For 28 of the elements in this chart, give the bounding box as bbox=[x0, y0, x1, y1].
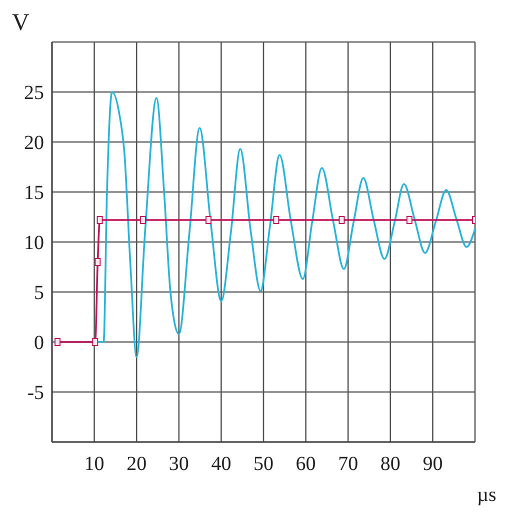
y-tick-label: 25 bbox=[24, 82, 44, 104]
y-tick-label: -5 bbox=[27, 382, 44, 404]
point bbox=[140, 216, 146, 224]
x-tick-label: 40 bbox=[211, 453, 232, 476]
line-series bbox=[52, 91, 475, 358]
y-tick-label: 20 bbox=[24, 132, 44, 154]
x-tick-label: 80 bbox=[380, 453, 400, 476]
point bbox=[338, 216, 345, 224]
point bbox=[54, 338, 60, 346]
y-axis-title: V bbox=[12, 10, 30, 37]
x-tick-label: 20 bbox=[126, 453, 147, 476]
point bbox=[94, 258, 101, 266]
x-tick-label: 30 bbox=[168, 453, 189, 476]
point bbox=[96, 216, 103, 224]
y-tick-label: 0 bbox=[34, 332, 44, 354]
x-tick-label: 60 bbox=[296, 453, 316, 476]
x-axis-title: µs bbox=[477, 484, 496, 507]
point bbox=[206, 216, 212, 224]
x-tick-label: 50 bbox=[254, 453, 274, 476]
point bbox=[273, 216, 280, 224]
point bbox=[92, 338, 98, 346]
y-tick-label: 5 bbox=[34, 282, 44, 304]
x-tick-label: 70 bbox=[338, 453, 358, 476]
y-tick-label: 15 bbox=[24, 182, 44, 204]
point bbox=[406, 216, 412, 224]
x-tick-label: 10 bbox=[84, 453, 104, 476]
x-tick-label: 90 bbox=[422, 453, 443, 476]
y-tick-label: 10 bbox=[24, 232, 44, 254]
